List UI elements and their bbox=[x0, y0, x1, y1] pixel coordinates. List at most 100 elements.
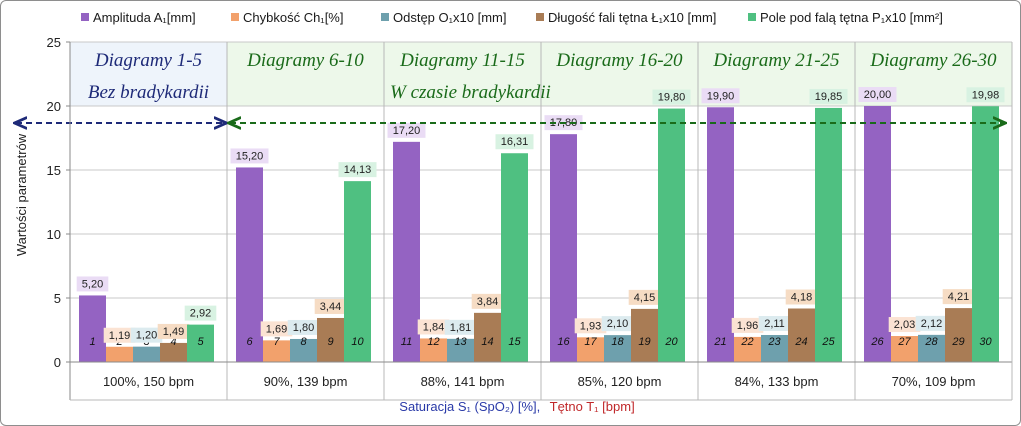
bar bbox=[317, 317, 344, 362]
data-label: 2,10 bbox=[607, 318, 628, 330]
data-label-bg bbox=[601, 316, 634, 332]
data-label-bg bbox=[966, 87, 1005, 103]
x-category-label: 85%, 120 bpm bbox=[578, 374, 662, 389]
bar-number: 24 bbox=[794, 336, 807, 348]
data-label: 2,11 bbox=[764, 318, 785, 330]
bar-number: 23 bbox=[767, 336, 781, 348]
bar-number: 14 bbox=[481, 336, 493, 348]
data-label-bg bbox=[444, 319, 477, 335]
data-label: 19,80 bbox=[658, 92, 686, 104]
legend-swatch bbox=[81, 13, 89, 21]
legend-label: Długość fali tętna Ł₁x10 [mm] bbox=[548, 10, 716, 25]
bar bbox=[393, 141, 420, 362]
bar bbox=[106, 346, 133, 362]
legend-label: Amplituda A₁[mm] bbox=[93, 10, 196, 25]
legend: Amplituda A₁[mm] Chybkość Ch₁[%] Odstęp O₁… bbox=[81, 10, 943, 25]
bar-number: 16 bbox=[557, 336, 570, 348]
x-axis-label-saturation: Saturacja S₁ (SpO₂) [%], bbox=[399, 399, 540, 414]
data-label-bg bbox=[260, 321, 293, 337]
y-tick-label: 0 bbox=[54, 355, 61, 370]
bar-number: 6 bbox=[246, 336, 253, 348]
bar bbox=[236, 167, 263, 362]
data-label: 20,00 bbox=[864, 89, 892, 101]
bar-number: 11 bbox=[401, 336, 412, 348]
data-label-bg bbox=[915, 315, 948, 331]
x-axis-label-pulse: Tętno T₁ [bpm] bbox=[550, 399, 635, 414]
data-label-bg bbox=[130, 327, 163, 343]
data-label-bg bbox=[858, 87, 897, 102]
data-label-bg bbox=[628, 289, 661, 305]
group-title: Diagramy 6-10 bbox=[246, 50, 364, 71]
legend-label: Odstęp O₁x10 [mm] bbox=[393, 10, 506, 25]
data-label: 15,20 bbox=[236, 150, 264, 162]
data-label: 19,90 bbox=[707, 90, 735, 102]
y-tick-label: 25 bbox=[47, 35, 61, 50]
y-tick-label: 10 bbox=[47, 227, 61, 242]
data-label: 1,84 bbox=[423, 321, 444, 333]
bar bbox=[133, 346, 160, 362]
bar-number: 18 bbox=[611, 336, 624, 348]
data-label: 19,85 bbox=[815, 91, 843, 103]
legend-label: Pole pod falą tętna P₁x10 [mm²] bbox=[760, 10, 943, 25]
bar-number: 1 bbox=[89, 336, 95, 348]
legend-swatch bbox=[748, 13, 756, 21]
bar-number: 8 bbox=[300, 336, 307, 348]
bar-number: 5 bbox=[197, 336, 204, 348]
data-label-bg bbox=[157, 323, 190, 339]
bars: 15,2021,1931,2041,4952,92615,2071,6981,8… bbox=[76, 87, 1005, 362]
data-label-bg bbox=[495, 134, 534, 150]
data-label: 19,98 bbox=[972, 89, 1000, 101]
data-label: 1,49 bbox=[163, 326, 184, 338]
bar bbox=[501, 153, 528, 362]
data-label-bg bbox=[785, 289, 818, 305]
x-category-label: 88%, 141 bpm bbox=[421, 374, 505, 389]
bar-number: 7 bbox=[273, 336, 280, 348]
data-label-bg bbox=[652, 89, 691, 105]
data-label-bg bbox=[758, 315, 791, 331]
data-label-bg bbox=[731, 317, 764, 333]
data-label: 1,19 bbox=[109, 330, 130, 342]
bar-number: 13 bbox=[454, 336, 467, 348]
group-title: Diagramy 21-25 bbox=[712, 50, 839, 71]
bar bbox=[788, 308, 815, 362]
data-label-bg bbox=[809, 88, 848, 104]
group-panel-3 bbox=[384, 42, 541, 106]
group-title: Diagramy 26-30 bbox=[869, 50, 997, 71]
data-label: 2,92 bbox=[190, 308, 211, 320]
bar bbox=[734, 336, 761, 362]
bar bbox=[945, 308, 972, 362]
data-label: 2,12 bbox=[921, 318, 942, 330]
data-label-bg bbox=[103, 327, 136, 343]
bar-number: 22 bbox=[740, 336, 753, 348]
data-label-bg bbox=[701, 88, 740, 104]
bar bbox=[79, 295, 106, 362]
legend-swatch bbox=[536, 13, 544, 21]
y-axis-label: Wartości parametrów bbox=[14, 133, 29, 256]
bar bbox=[160, 342, 187, 362]
bar-number: 17 bbox=[584, 336, 597, 348]
bar bbox=[891, 336, 918, 362]
bar-number: 25 bbox=[821, 336, 835, 348]
data-label: 1,69 bbox=[266, 323, 287, 335]
bar bbox=[604, 335, 631, 362]
bar bbox=[550, 134, 577, 362]
bar-number: 28 bbox=[924, 336, 938, 348]
bar-number: 26 bbox=[870, 336, 884, 348]
annotations: Diagramy 1-5 Diagramy 6-10 Diagramy 11-15 D… bbox=[16, 42, 1004, 400]
data-label: 3,84 bbox=[477, 296, 498, 308]
legend-swatch bbox=[231, 13, 239, 21]
data-label: 1,80 bbox=[293, 322, 314, 334]
data-label: 1,20 bbox=[136, 330, 157, 342]
bar-number: 4 bbox=[170, 336, 176, 348]
data-label: 4,15 bbox=[634, 292, 655, 304]
data-label-bg bbox=[942, 289, 975, 305]
bar bbox=[658, 108, 685, 362]
data-label: 1,96 bbox=[737, 320, 758, 332]
x-category-label: 90%, 139 bpm bbox=[264, 374, 348, 389]
x-category-label: 70%, 109 bpm bbox=[892, 374, 976, 389]
group-title: Diagramy 16-20 bbox=[555, 50, 683, 71]
y-tick-label: 20 bbox=[47, 99, 61, 114]
